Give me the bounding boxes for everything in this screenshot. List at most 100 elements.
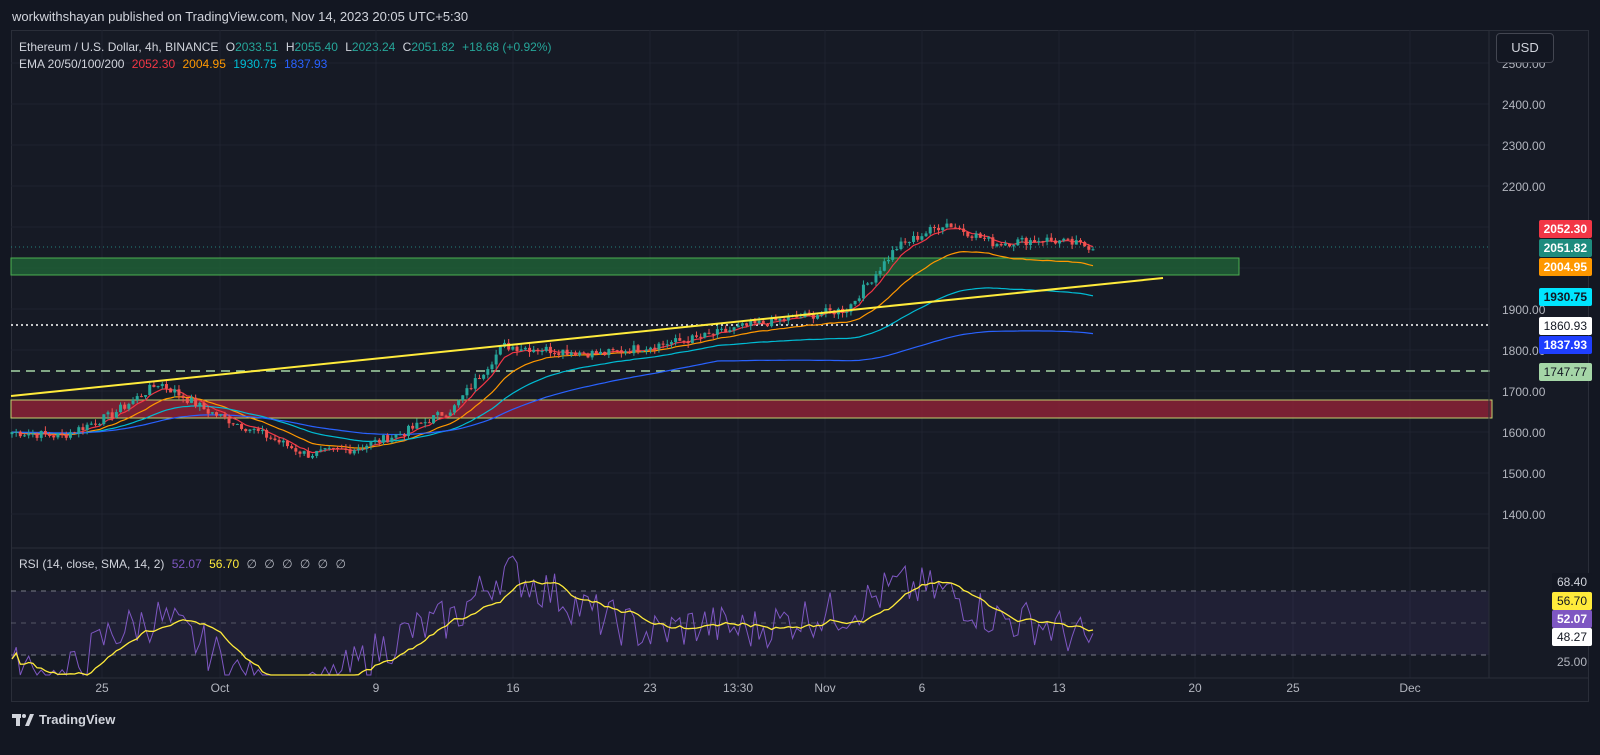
candle-body[interactable]	[665, 344, 669, 346]
candle-body[interactable]	[260, 430, 264, 432]
candle-body[interactable]	[707, 332, 711, 334]
candle-body[interactable]	[244, 428, 248, 432]
candle-body[interactable]	[119, 404, 123, 413]
candle-body[interactable]	[957, 227, 961, 229]
candle-body[interactable]	[273, 438, 277, 440]
candle-body[interactable]	[782, 318, 786, 321]
candle-body[interactable]	[427, 422, 431, 424]
candle-body[interactable]	[891, 250, 895, 260]
candle-body[interactable]	[544, 346, 548, 351]
candle-body[interactable]	[1041, 241, 1045, 243]
candle-body[interactable]	[770, 317, 774, 327]
candle-body[interactable]	[657, 343, 661, 350]
candle-body[interactable]	[27, 433, 31, 436]
candle-body[interactable]	[14, 431, 18, 433]
candle-body[interactable]	[18, 431, 22, 437]
ohlc-legend[interactable]: Ethereum / U.S. Dollar, 4h, BINANCE O203…	[19, 40, 555, 54]
candle-body[interactable]	[373, 439, 377, 442]
candle-body[interactable]	[457, 400, 461, 406]
ema-legend[interactable]: EMA 20/50/100/200 2052.30 2004.95 1930.7…	[19, 57, 331, 71]
candle-body[interactable]	[369, 441, 373, 446]
candle-body[interactable]	[327, 447, 331, 449]
candle-body[interactable]	[970, 236, 974, 238]
candle-body[interactable]	[632, 345, 636, 354]
candle-body[interactable]	[736, 325, 740, 328]
rsi-sma-line[interactable]	[11, 580, 1094, 676]
candle-body[interactable]	[164, 384, 168, 389]
candle-body[interactable]	[799, 317, 803, 319]
candle-body[interactable]	[690, 335, 694, 344]
candle-body[interactable]	[277, 439, 281, 443]
candle-body[interactable]	[774, 317, 778, 321]
rsi-title[interactable]: RSI (14, close, SMA, 14, 2)	[19, 557, 165, 571]
candle-body[interactable]	[148, 384, 152, 396]
candle-body[interactable]	[482, 374, 486, 379]
candle-body[interactable]	[653, 347, 657, 350]
candle-body[interactable]	[878, 270, 882, 275]
candle-body[interactable]	[511, 346, 515, 350]
candle-body[interactable]	[1078, 240, 1082, 243]
candle-body[interactable]	[937, 227, 941, 231]
candle-body[interactable]	[73, 432, 77, 434]
candle-body[interactable]	[465, 388, 469, 396]
candle-body[interactable]	[978, 233, 982, 238]
candle-body[interactable]	[523, 347, 527, 350]
candle-body[interactable]	[1033, 240, 1037, 243]
candle-body[interactable]	[315, 450, 319, 456]
candle-body[interactable]	[1008, 243, 1012, 247]
candle-body[interactable]	[269, 437, 273, 439]
candle-body[interactable]	[398, 434, 402, 436]
candle-body[interactable]	[1053, 240, 1057, 244]
candle-body[interactable]	[93, 423, 97, 425]
candle-body[interactable]	[611, 349, 615, 351]
candle-body[interactable]	[682, 340, 686, 342]
candle-body[interactable]	[569, 352, 573, 355]
candle-body[interactable]	[352, 450, 356, 454]
candle-body[interactable]	[1066, 238, 1070, 240]
candle-body[interactable]	[194, 397, 198, 407]
candle-body[interactable]	[436, 412, 440, 416]
rsi-legend[interactable]: RSI (14, close, SMA, 14, 2) 52.07 56.70 …	[19, 557, 350, 571]
candle-body[interactable]	[903, 241, 907, 243]
candle-body[interactable]	[240, 423, 244, 429]
candle-body[interactable]	[528, 347, 532, 353]
ema100-line[interactable]	[12, 287, 1094, 443]
trend-line[interactable]	[10, 277, 1164, 397]
candle-body[interactable]	[649, 347, 653, 350]
candle-body[interactable]	[48, 433, 52, 436]
candle-body[interactable]	[448, 412, 452, 416]
candle-body[interactable]	[52, 435, 56, 438]
candle-body[interactable]	[10, 432, 14, 435]
candle-body[interactable]	[861, 284, 865, 299]
candle-body[interactable]	[131, 399, 135, 404]
candle-body[interactable]	[306, 451, 310, 458]
candle-body[interactable]	[1016, 239, 1020, 246]
candle-body[interactable]	[540, 350, 544, 352]
candle-body[interactable]	[331, 447, 335, 449]
ema-title[interactable]: EMA 20/50/100/200	[19, 57, 125, 71]
candle-body[interactable]	[507, 342, 511, 350]
candle-body[interactable]	[874, 274, 878, 283]
candle-body[interactable]	[1037, 241, 1041, 243]
candle-body[interactable]	[311, 455, 315, 458]
candle-body[interactable]	[699, 336, 703, 338]
candle-body[interactable]	[857, 298, 861, 301]
candle-body[interactable]	[227, 416, 231, 424]
candle-body[interactable]	[423, 422, 427, 424]
candle-body[interactable]	[85, 424, 89, 431]
candle-body[interactable]	[553, 353, 557, 355]
candle-body[interactable]	[1058, 240, 1062, 244]
symbol-title[interactable]: Ethereum / U.S. Dollar, 4h, BINANCE	[19, 40, 219, 54]
candle-body[interactable]	[536, 349, 540, 352]
candle-body[interactable]	[181, 395, 185, 399]
candle-body[interactable]	[928, 227, 932, 234]
candle-body[interactable]	[640, 351, 644, 353]
candle-body[interactable]	[849, 304, 853, 312]
candle-body[interactable]	[991, 237, 995, 247]
candle-body[interactable]	[64, 434, 68, 438]
candle-body[interactable]	[377, 439, 381, 443]
candle-body[interactable]	[995, 244, 999, 247]
candle-body[interactable]	[494, 354, 498, 365]
candle-body[interactable]	[173, 389, 177, 393]
candle-body[interactable]	[565, 349, 569, 355]
